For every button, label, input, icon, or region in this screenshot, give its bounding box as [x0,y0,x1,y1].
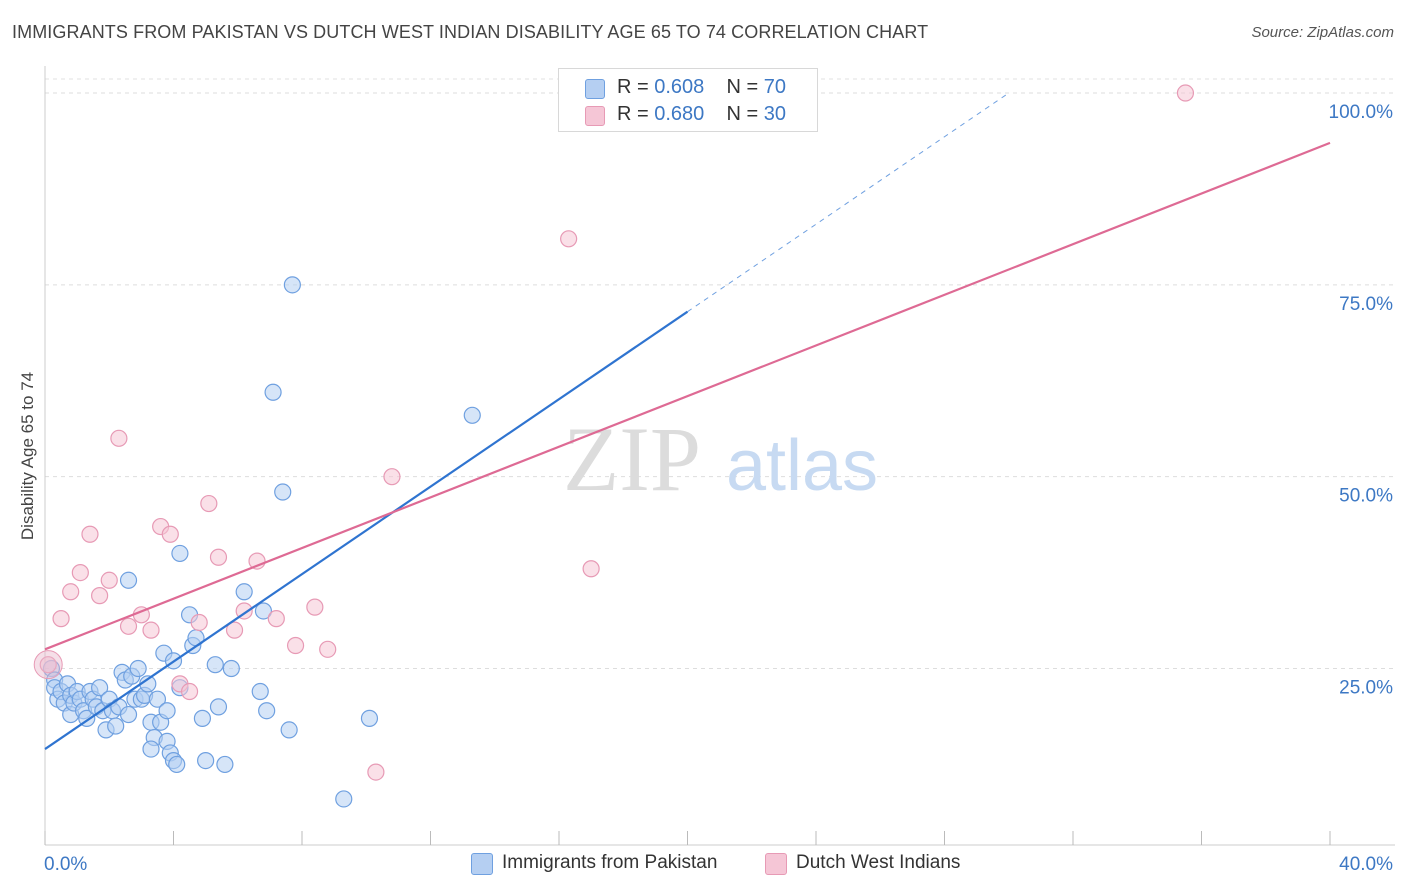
legend-r-value: 0.680 [654,103,705,125]
point-pakistan [209,698,228,716]
point-dutch [100,571,118,589]
point-pakistan [107,717,125,735]
trend-line-pakistan [44,310,689,750]
point-dutch [119,617,138,635]
point-pakistan [142,740,160,758]
point-pakistan [216,755,234,774]
x-tick-label: 40.0% [1339,854,1393,875]
series-name-dutch: Dutch West Indians [796,852,961,873]
point-dutch [52,610,70,628]
legend-r-label: R = [617,76,655,98]
series-swatch-pakistan [471,853,493,875]
legend-r-value: 0.608 [654,76,705,98]
point-pakistan [283,276,301,294]
legend-swatch-pakistan [585,79,605,99]
legend-swatch-dutch [585,106,605,126]
trend-line-dutch [44,141,1331,651]
tick-labels: 100.0% 75.0% 50.0% 25.0% 0.0% 40.0% [44,102,1393,875]
y-axis-label: Disability Age 65 to 74 [18,371,37,541]
point-pakistan [148,690,167,708]
legend-text-pakistan: R = 0.608 N = 70 [617,76,786,99]
point-dutch [1176,84,1195,102]
point-dutch [319,640,337,658]
axes [44,66,1395,846]
point-dutch [190,613,208,632]
legend-n-label: N = [726,103,764,125]
point-pakistan [158,702,176,720]
point-pakistan [119,571,138,589]
series-name-pakistan: Immigrants from Pakistan [502,852,718,873]
point-pakistan [168,755,186,774]
point-dutch [110,429,128,447]
point-pakistan [254,602,273,620]
point-pakistan [129,659,147,678]
point-pakistan [119,705,138,724]
point-dutch [33,650,63,680]
point-dutch [71,563,89,582]
point-pakistan [251,682,269,701]
point-dutch [225,621,244,639]
y-tick-label: 75.0% [1339,294,1393,315]
trend-lines [44,92,1331,750]
legend-n-value: 70 [763,76,787,98]
y-tick-label: 100.0% [1329,102,1394,123]
point-pakistan [235,583,253,601]
watermark-atlas: atlas [726,426,878,506]
point-pakistan [463,406,481,424]
y-tick-label: 25.0% [1339,678,1393,699]
point-pakistan [197,751,215,770]
legend-text-dutch: R = 0.680 N = 30 [617,103,786,126]
grid-lines [45,78,1395,670]
point-pakistan [258,702,276,720]
point-pakistan [193,709,212,727]
point-dutch [39,656,57,674]
point-pakistan [222,659,240,678]
point-pakistan [280,721,298,739]
legend-r-label: R = [617,103,655,125]
point-pakistan [264,383,282,401]
source-label: Source: ZipAtlas.com [1251,24,1394,41]
stats-legend: R = 0.608 N = 70 R = 0.680 N = 30 [558,68,818,132]
point-dutch [383,468,401,486]
point-pakistan [335,790,353,808]
point-pakistan [91,679,109,697]
point-dutch [209,548,228,566]
point-dutch [161,525,179,543]
point-dutch [306,598,324,616]
point-dutch [267,610,285,628]
legend-n-label: N = [726,76,764,98]
chart-title: IMMIGRANTS FROM PAKISTAN VS DUTCH WEST I… [12,22,929,42]
watermark-zip: ZIP [563,408,701,510]
point-dutch [582,560,600,578]
point-pakistan [274,483,292,501]
point-dutch [81,525,99,543]
point-dutch [367,763,385,781]
point-dutch [91,587,109,605]
trend-extension-pakistan [687,92,1010,313]
watermark: ZIP atlas [563,408,878,510]
point-dutch [200,494,218,513]
point-dutch [62,583,80,601]
point-dutch [180,682,199,701]
point-pakistan [360,709,379,727]
legend-n-value: 30 [763,103,787,125]
series-swatch-dutch [765,853,787,875]
point-dutch [142,621,160,639]
point-dutch [286,636,305,655]
point-dutch [560,230,578,248]
y-tick-label: 50.0% [1339,486,1393,507]
x-tick-label: 0.0% [44,854,87,875]
point-pakistan [206,656,224,674]
point-pakistan [171,544,189,563]
data-points [33,84,1195,808]
